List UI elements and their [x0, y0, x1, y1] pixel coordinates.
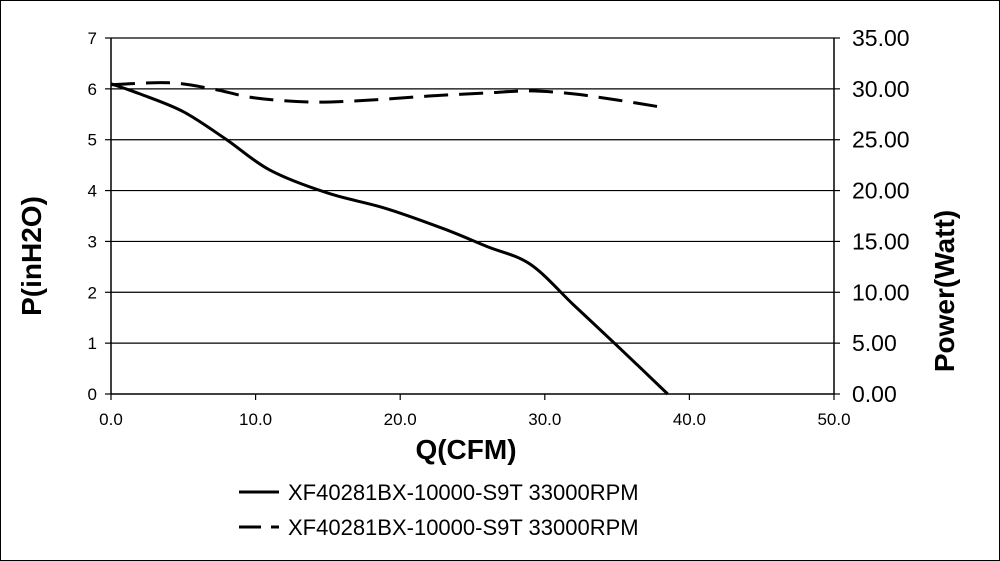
y-right-tick-label-0: 0.00 — [852, 381, 897, 407]
y-right-axis-title: Power(Watt) — [929, 210, 960, 372]
x-axis-title: Q(CFM) — [415, 434, 516, 465]
y-right-tick-label-7: 35.00 — [852, 25, 910, 51]
y-right-tick-label-4: 20.00 — [852, 178, 910, 204]
x-tick-label-0: 0.0 — [99, 410, 123, 429]
y-left-tick-label-6: 6 — [88, 80, 97, 99]
y-right-tick-label-3: 15.00 — [852, 228, 910, 254]
y-right-tick-label-2: 10.00 — [852, 279, 910, 305]
y-left-tick-label-2: 2 — [88, 283, 97, 302]
y-right-tick-label-5: 25.00 — [852, 127, 910, 153]
x-tick-label-2: 20.0 — [384, 410, 417, 429]
legend-label-solid: XF40281BX-10000-S9T 33000RPM — [288, 480, 639, 505]
grid-lines — [111, 37, 834, 344]
y-right-tick-labels: 0.00 5.00 10.00 15.00 20.00 25.00 30.00 35.00 — [852, 25, 910, 407]
y-right-tick-label-6: 30.00 — [852, 76, 910, 102]
y-left-axis-title: P(inH2O) — [16, 196, 47, 316]
x-tick-label-1: 10.0 — [239, 410, 272, 429]
y-left-tick-label-0: 0 — [88, 385, 97, 404]
series-lines — [110, 81, 669, 396]
x-tick-label-5: 50.0 — [817, 410, 850, 429]
x-tick-label-3: 30.0 — [528, 410, 561, 429]
y-left-tick-label-5: 5 — [88, 131, 97, 150]
y-left-tick-label-7: 7 — [88, 29, 97, 48]
x-tick-labels: 0.0 10.0 20.0 30.0 40.0 50.0 — [99, 410, 850, 429]
axes — [105, 37, 840, 400]
y-left-tick-labels: 0 1 2 3 4 5 6 7 — [88, 29, 97, 404]
legend-label-dashed: XF40281BX-10000-S9T 33000RPM — [288, 515, 639, 540]
series-line-pressure — [110, 82, 669, 396]
y-left-tick-label-3: 3 — [88, 232, 97, 251]
series-line-power — [110, 81, 668, 110]
legend: XF40281BX-10000-S9T 33000RPM XF40281BX-1… — [239, 480, 639, 540]
y-left-tick-label-4: 4 — [88, 182, 97, 201]
y-left-tick-label-1: 1 — [88, 334, 97, 353]
y-right-tick-label-1: 5.00 — [852, 330, 897, 356]
x-tick-label-4: 40.0 — [673, 410, 706, 429]
